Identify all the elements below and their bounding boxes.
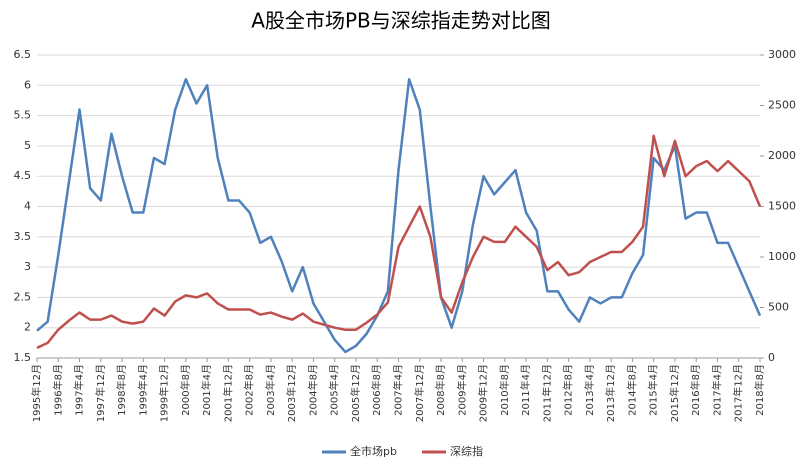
x-tick-label: 1998年8月	[115, 364, 128, 416]
x-tick-label: 1997年4月	[73, 364, 86, 416]
x-tick-label: 2000年8月	[179, 364, 192, 416]
x-tick-label: 2003年4月	[264, 364, 277, 416]
y-tick-label: 4.5	[14, 169, 32, 182]
y2-tick-label: 3000	[768, 48, 796, 61]
x-tick-label: 1999年12月	[158, 364, 171, 422]
x-tick-label: 2012年8月	[562, 364, 575, 416]
x-tick-label: 1999年4月	[136, 364, 149, 416]
legend-label: 全市场pb	[350, 444, 397, 458]
x-tick-label: 2017年12月	[732, 364, 745, 422]
y2-tick-label: 2500	[768, 99, 796, 112]
y2-tick-label: 500	[768, 301, 789, 314]
x-tick-label: 2015年4月	[647, 364, 660, 416]
y2-tick-label: 2000	[768, 149, 796, 162]
y-tick-label: 4	[24, 200, 31, 213]
x-tick-label: 2009年12月	[477, 364, 490, 422]
x-tick-label: 2006年8月	[370, 364, 383, 416]
x-tick-label: 2007年12月	[413, 364, 426, 422]
x-tick-label: 2017年4月	[710, 364, 723, 416]
x-tick-label: 2009年4月	[455, 364, 468, 416]
x-tick-label: 2005年4月	[328, 364, 341, 416]
y-tick-label: 3.5	[14, 230, 32, 243]
x-tick-label: 2016年8月	[689, 364, 702, 416]
y-tick-label: 3	[24, 260, 31, 273]
chart-title: A股全市场PB与深综指走势对比图	[251, 9, 550, 33]
y-tick-label: 2.5	[14, 290, 32, 303]
series-line	[36, 134, 762, 350]
legend-label: 深综指	[450, 444, 483, 458]
x-tick-label: 2002年8月	[243, 364, 256, 416]
y-tick-label: 6	[24, 78, 31, 91]
x-tick-label: 2010年8月	[498, 364, 511, 416]
x-tick-label: 2008年8月	[434, 364, 447, 416]
y2-tick-label: 1000	[768, 250, 796, 263]
x-tick-label: 2001年4月	[200, 364, 213, 416]
y-tick-label: 5.5	[14, 109, 32, 122]
y-tick-label: 6.5	[14, 48, 32, 61]
y-tick-label: 5	[24, 139, 31, 152]
y2-tick-label: 1500	[768, 200, 796, 213]
x-tick-label: 2015年12月	[668, 364, 681, 422]
x-tick-label: 2005年12月	[349, 364, 362, 422]
x-tick-label: 2014年8月	[625, 364, 638, 416]
series-line	[36, 77, 762, 354]
y2-tick-label: 0	[768, 351, 775, 364]
x-tick-label: 2001年12月	[221, 364, 234, 422]
x-tick-label: 1997年12月	[94, 364, 107, 422]
x-tick-label: 2007年4月	[392, 364, 405, 416]
y-tick-label: 2	[24, 321, 31, 334]
y-tick-label: 1.5	[14, 351, 32, 364]
x-tick-label: 2013年4月	[583, 364, 596, 416]
x-tick-label: 2011年12月	[540, 364, 553, 422]
x-tick-label: 2003年12月	[285, 364, 298, 422]
x-tick-label: 2011年4月	[519, 364, 532, 416]
x-tick-label: 1995年12月	[30, 364, 43, 422]
x-tick-label: 2013年12月	[604, 364, 617, 422]
x-tick-label: 2018年8月	[753, 364, 766, 416]
x-tick-label: 1996年8月	[51, 364, 64, 416]
x-tick-label: 2004年8月	[306, 364, 319, 416]
